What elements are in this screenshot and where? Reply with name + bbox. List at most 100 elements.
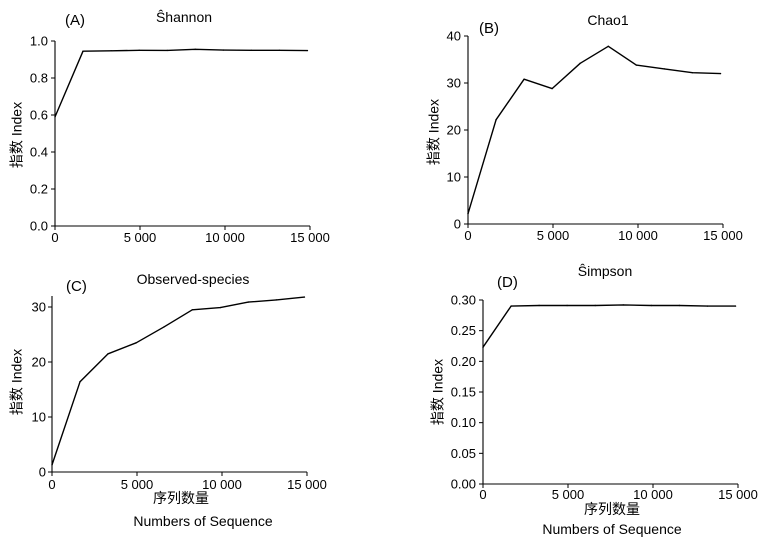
panel-c-point-4 (163, 326, 165, 328)
panel-d-series-line-0 (482, 304, 736, 348)
panel-c-point-5 (191, 309, 193, 311)
panel-c-x-axis-label-en: Numbers of Sequence (133, 513, 273, 529)
panel-b-title: Chao1 (587, 12, 628, 28)
panel-d-xtick-label-0: 0 (479, 487, 486, 502)
panel-a-point-8 (278, 49, 281, 51)
panel-c-title: Observed-species (137, 271, 250, 287)
panel-a-point-4 (166, 49, 168, 52)
panel-b-point-3 (551, 87, 553, 90)
panel-c-point-6 (219, 306, 221, 309)
panel-b-point-2 (523, 78, 525, 80)
panel-b-xtick-label-0: 0 (464, 228, 471, 243)
panel-b-point-5 (607, 45, 609, 47)
panel-a-series-line-0 (54, 48, 308, 118)
panel-d-point-5 (622, 304, 624, 306)
panel-c-point-0 (51, 464, 53, 466)
panel-a-point-2 (110, 50, 112, 52)
panel-b-ytick-label-0: 0 (454, 217, 461, 232)
panel-a-point-6 (222, 49, 224, 51)
panel-c-x-axis-label: 序列数量 (153, 490, 209, 506)
panel-d-point-8 (706, 305, 709, 307)
panel-b-point-1 (495, 119, 497, 121)
panel-c-point-9 (303, 296, 306, 298)
panel-b-xtick-label-1: 5 000 (537, 228, 570, 243)
panel-a-point-7 (250, 49, 252, 51)
panel-c-point-3 (135, 342, 137, 344)
panel-a: 0 5 000 10 000 15 000 0.0 0.2 0.4 0.6 0.8 1.0 (A) Ŝ… (9, 9, 330, 245)
panel-c-ytick-label-3: 30 (32, 300, 46, 315)
panel-c-point-7 (247, 301, 249, 303)
panel-b-y-axis-label: 指数 Index (426, 99, 442, 165)
panel-d-ytick-label-2: 0.10 (451, 415, 476, 430)
panel-b-ytick-label-1: 10 (447, 170, 461, 185)
panel-a-ytick-label-0: 0.0 (30, 219, 48, 234)
panel-a-y-axis-label: 指数 Index (9, 102, 25, 168)
panel-a-point-5 (194, 48, 196, 50)
panel-b-xtick-label-3: 15 000 (703, 228, 743, 243)
panel-a-ytick-label-4: 0.8 (30, 71, 48, 86)
panel-c-point-1 (79, 381, 81, 383)
panel-d-title: Ŝimpson (578, 263, 632, 279)
panel-c-y-axis-label: 指数 Index (9, 349, 25, 415)
panel-a-point-3 (138, 49, 140, 51)
panel-b-point-9 (719, 72, 722, 75)
panel-b-ytick-label-4: 40 (447, 29, 461, 44)
panel-c-point-2 (107, 353, 109, 355)
panel-d-point-2 (538, 304, 540, 307)
panel-d-point-6 (650, 304, 652, 307)
panel-c-xtick-label-1: 5 000 (121, 477, 154, 492)
panel-b-point-8 (691, 72, 694, 74)
panel-d-ytick-label-3: 0.15 (451, 385, 476, 400)
panel-c-point-8 (275, 299, 278, 301)
panel-b-point-6 (635, 64, 637, 66)
panel-a-xtick-label-1: 5 000 (124, 230, 157, 245)
panel-b-ytick-label-2: 20 (447, 123, 461, 138)
panel-c-panel-label: (C) (66, 278, 87, 295)
panel-d-point-4 (594, 304, 596, 307)
panel-a-point-0 (54, 116, 56, 118)
panel-a-point-9 (306, 49, 309, 52)
panel-b-series-line-0 (467, 45, 721, 214)
panel-c: 0 5 000 10 000 15 000 0 10 20 30 (C) Observed-spe… (9, 271, 327, 529)
panel-d-xtick-label-1: 5 000 (552, 487, 585, 502)
panel-a-ytick-label-1: 0.2 (30, 182, 48, 197)
panel-c-ytick-label-2: 20 (32, 355, 46, 370)
panel-a-ytick-label-5: 1.0 (30, 34, 48, 49)
panel-d-xtick-label-3: 15 000 (718, 487, 758, 502)
panel-d-point-0 (482, 346, 484, 348)
panel-b-point-0 (467, 213, 469, 215)
panel-d-xtick-label-2: 10 000 (633, 487, 673, 502)
panel-b-xtick-label-2: 10 000 (618, 228, 658, 243)
panel-d-point-3 (566, 304, 568, 307)
panel-d-ytick-label-0: 0.00 (451, 477, 476, 492)
panel-a-panel-label: (A) (65, 12, 85, 29)
panel-d-ytick-label-6: 0.30 (451, 293, 476, 308)
panel-c-ytick-label-0: 0 (39, 465, 46, 480)
panel-a-xtick-label-3: 15 000 (290, 230, 330, 245)
panel-d-x-axis-label: 序列数量 (584, 501, 640, 517)
panel-d-point-9 (734, 305, 737, 307)
panel-b-point-7 (663, 68, 666, 70)
panel-d-x-axis-label-en: Numbers of Sequence (542, 521, 682, 537)
panel-d-ytick-label-5: 0.25 (451, 323, 476, 338)
panel-b-point-4 (579, 62, 581, 64)
panel-c-xtick-label-3: 15 000 (287, 477, 327, 492)
panel-c-xtick-label-2: 10 000 (202, 477, 242, 492)
panel-c-ytick-label-1: 10 (32, 410, 46, 425)
panel-a-ytick-label-2: 0.4 (30, 145, 48, 160)
panel-b-ytick-label-3: 30 (447, 76, 461, 91)
panel-a-title: Ŝhannon (156, 9, 212, 25)
panel-d-y-axis-label: 指数 Index (430, 359, 446, 425)
panel-c-series-line-0 (51, 296, 305, 466)
panel-d-point-1 (510, 305, 512, 307)
panel-c-xtick-label-0: 0 (48, 477, 55, 492)
panel-b-panel-label: (B) (479, 20, 499, 37)
panel-d: 0 5 000 10 000 15 000 0.00 0.05 0.10 0.15 0.20 0.… (430, 263, 758, 537)
panel-a-xtick-label-2: 10 000 (205, 230, 245, 245)
panel-a-point-1 (82, 50, 84, 52)
panel-a-ytick-label-3: 0.6 (30, 108, 48, 123)
panel-a-xtick-label-0: 0 (51, 230, 58, 245)
panel-d-ytick-label-1: 0.05 (451, 446, 476, 461)
panel-d-point-7 (678, 304, 681, 307)
